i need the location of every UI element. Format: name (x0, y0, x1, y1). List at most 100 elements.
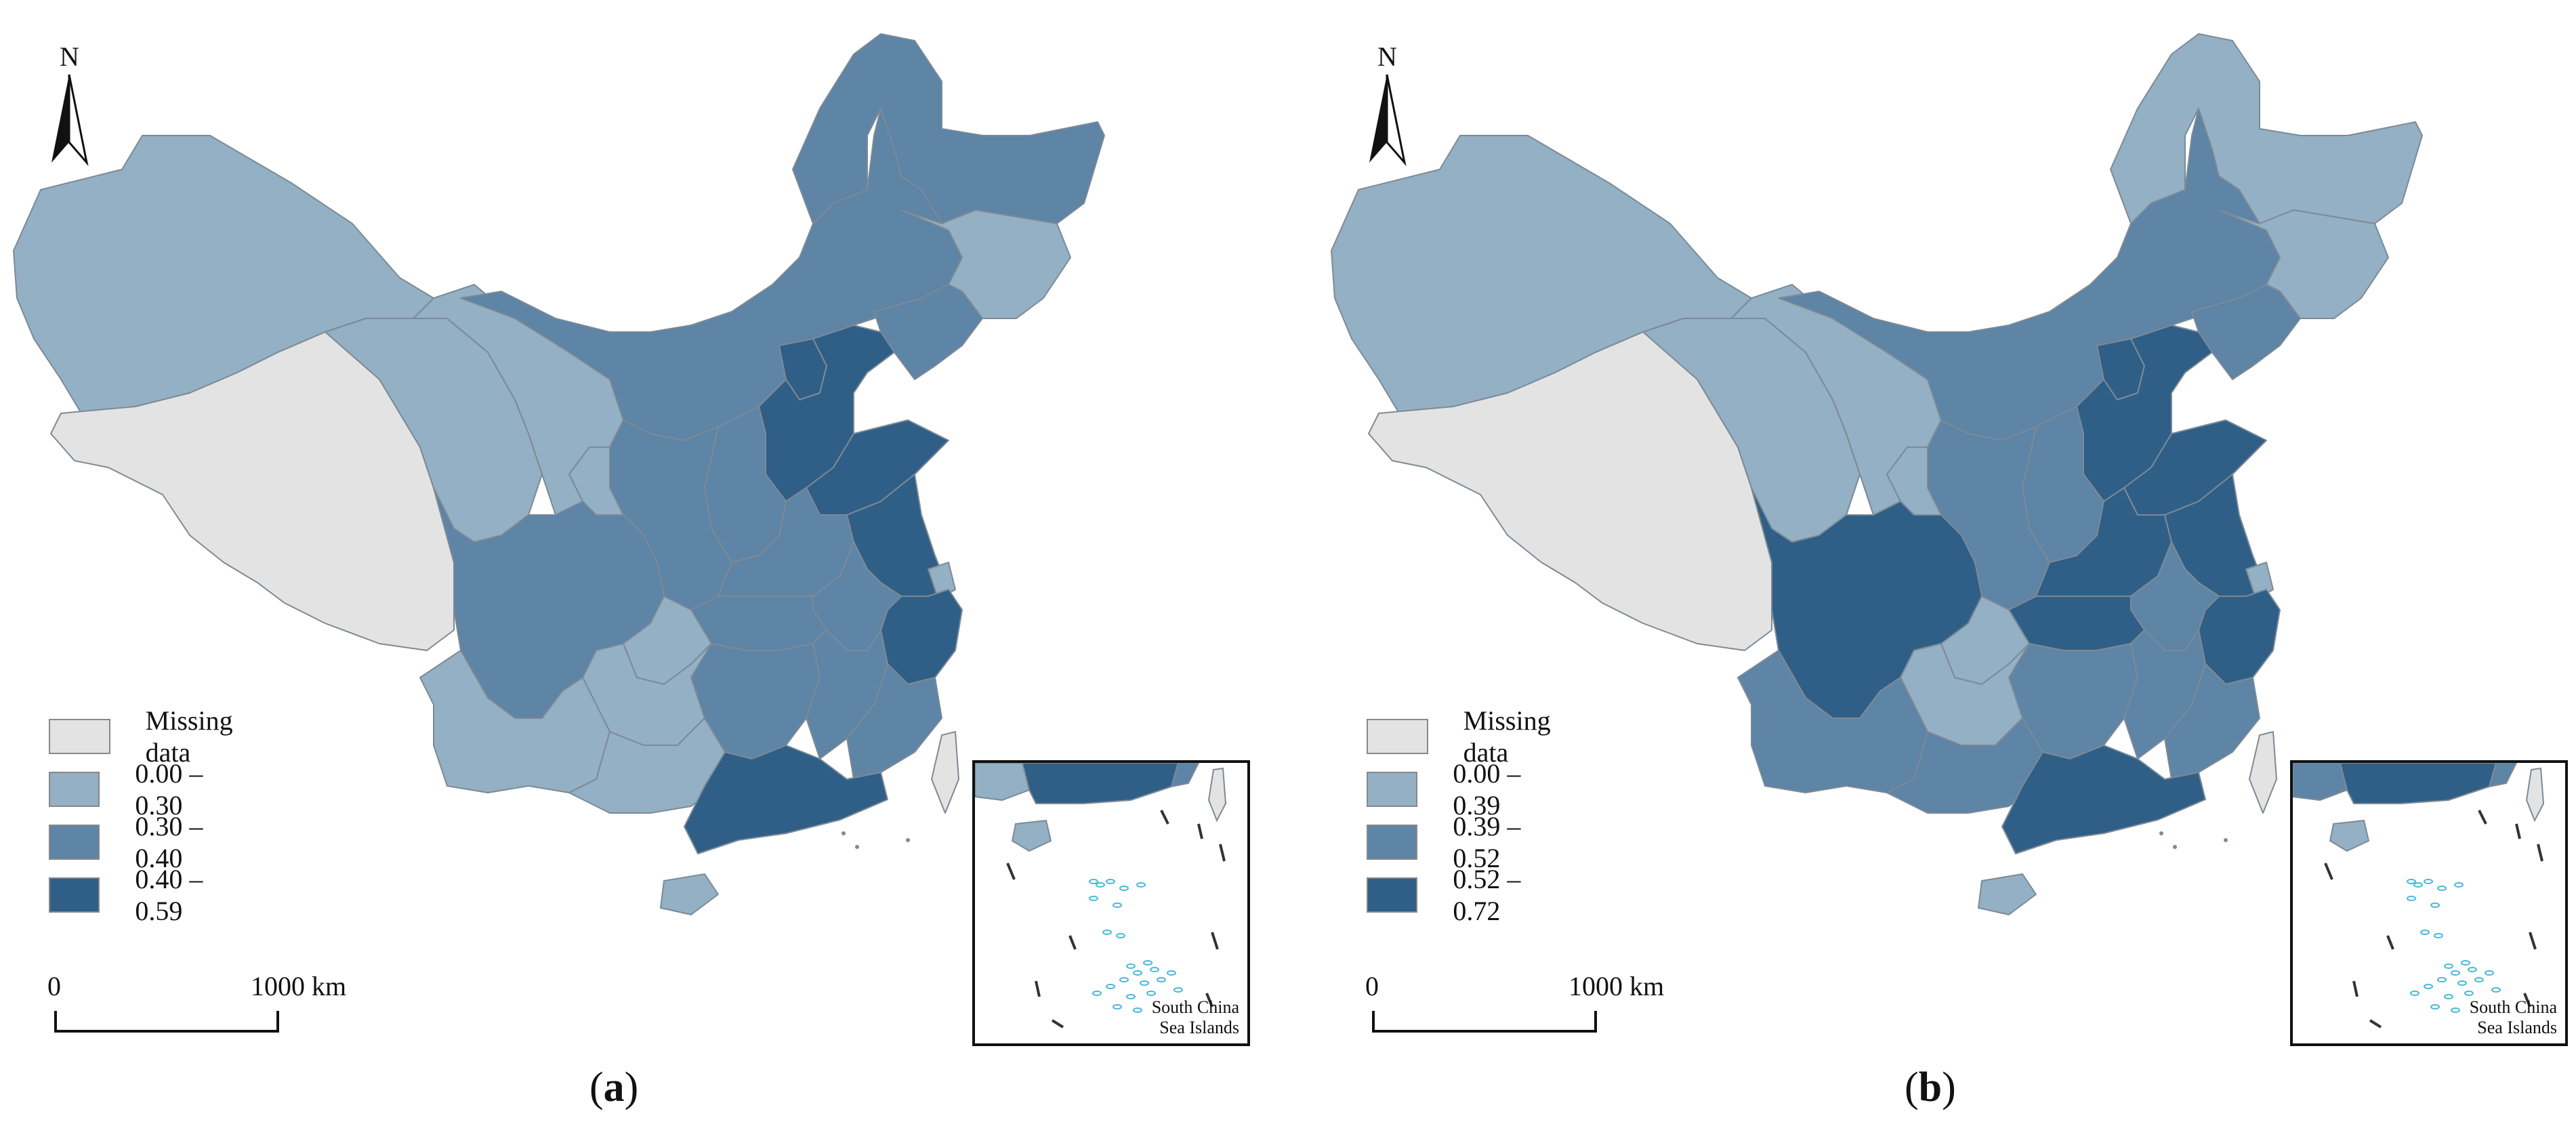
sea-island (2424, 984, 2433, 989)
sea-island (1089, 879, 1098, 884)
province-tibet (1368, 318, 1772, 651)
sea-island (1116, 933, 1125, 938)
sea-island (2468, 967, 2477, 972)
inset-label-line2: Sea Islands (1159, 1018, 1239, 1037)
boundary-dash (1068, 935, 1077, 950)
province-guangdong (2001, 745, 2206, 854)
sea-island (2457, 980, 2467, 986)
inset-region-hainan (2329, 819, 2370, 852)
sea-island (1133, 970, 1142, 976)
sea-island (2474, 977, 2484, 982)
legend-label: Missing data (1463, 705, 1551, 768)
sea-island (2413, 882, 2423, 888)
scale-bar-zero: 0 (47, 971, 61, 1001)
sea-island (1096, 882, 1105, 888)
scale-bar-end: 1000 km (1569, 971, 1665, 1001)
inset-label: South China Sea Islands (2470, 997, 2557, 1038)
legend-item: Missing data (49, 705, 251, 768)
inset-label-line1: South China (1151, 997, 1239, 1017)
boundary-dash (1211, 932, 1219, 950)
boundary-dash (2529, 932, 2537, 950)
panel-caption-a: (a) (589, 1064, 638, 1112)
sea-island (2464, 991, 2474, 996)
province-hubei (2008, 596, 2145, 651)
sea-island (2430, 902, 2440, 908)
sea-island (1167, 970, 1176, 976)
inset-label-line1: South China (2469, 997, 2557, 1017)
sea-island (1150, 967, 1159, 972)
sea-island (1092, 991, 1102, 996)
sea-island (2451, 1007, 2460, 1013)
sea-island (2420, 930, 2430, 935)
province-guangxi (568, 718, 726, 814)
boundary-dash (1006, 863, 1016, 880)
legend-label: 0.52 – 0.72 (1453, 864, 1521, 926)
scale-bar-zero: 0 (1365, 971, 1379, 1001)
sea-island (1133, 1007, 1142, 1013)
sea-island (2444, 994, 2453, 999)
legend-label: 0.30 – 0.40 (135, 811, 203, 873)
sea-island (1136, 882, 1146, 888)
inset-region-fujian (2488, 763, 2518, 788)
inset-region-fujian (1170, 763, 1200, 788)
province-jilin (2218, 209, 2389, 319)
caption-open: ( (1905, 1064, 1919, 1110)
scale-bar-end: 1000 km (251, 971, 347, 1001)
legend-swatch (1367, 877, 1418, 913)
sea-island (1102, 930, 1112, 935)
scale-bar-line (1372, 1011, 1597, 1033)
legend-swatch (1367, 719, 1428, 754)
legend-item: 0.40 – 0.59 (49, 864, 211, 926)
coastal-island (906, 838, 910, 842)
china-map-b (1331, 33, 2423, 915)
sea-island (2430, 1004, 2440, 1010)
province-hainan (1978, 873, 2037, 915)
caption-close: ) (624, 1064, 639, 1110)
boundary-dash (2515, 823, 2521, 839)
sea-island (2461, 960, 2470, 965)
sea-island (1119, 886, 1129, 891)
caption-close: ) (1942, 1064, 1956, 1110)
boundary-dash (1219, 844, 1226, 862)
sea-island (2451, 970, 2460, 976)
sea-island (2407, 879, 2416, 884)
boundary-dash (2369, 1019, 2382, 1028)
legend-item: 0.00 – 0.39 (1367, 758, 1529, 820)
sea-island (2485, 970, 2494, 976)
sea-island (1157, 977, 1166, 982)
boundary-dash (2523, 993, 2531, 1007)
sea-island (1113, 1004, 1122, 1010)
south-china-sea-inset: South China Sea Islands (972, 760, 1250, 1046)
legend-item: 0.30 – 0.40 (49, 811, 211, 873)
panel-caption-b: (b) (1905, 1064, 1956, 1112)
sea-island (2437, 886, 2447, 891)
inset-region-guangxi (975, 763, 1031, 802)
legend-item: 0.39 – 0.52 (1367, 811, 1529, 873)
sea-island (1106, 984, 1115, 989)
sea-island (2424, 879, 2433, 884)
boundary-dash (1205, 993, 1213, 1007)
inset-map (2293, 763, 2545, 1028)
caption-open: ( (589, 1064, 604, 1110)
province-taiwan (931, 731, 959, 814)
sea-island (1089, 896, 1098, 901)
legend-label: 0.40 – 0.59 (135, 864, 203, 926)
legend-item: 0.52 – 0.72 (1367, 864, 1529, 926)
caption-letter: b (1918, 1064, 1943, 1110)
sea-island (2410, 991, 2419, 996)
legend-swatch (49, 772, 100, 807)
legend-swatch (1367, 825, 1418, 860)
north-arrow-icon (51, 74, 89, 167)
province-jilin (900, 209, 1071, 319)
sea-island (1106, 879, 1115, 884)
boundary-dash (2537, 844, 2543, 862)
coastal-island (2173, 845, 2177, 849)
coastal-island (842, 831, 846, 835)
boundary-dash (1051, 1019, 1064, 1028)
province-fujian (846, 663, 942, 780)
sea-island (1143, 960, 1152, 965)
sea-island (2434, 933, 2443, 938)
sea-island (1126, 994, 1136, 999)
inset-region-guangxi (2293, 763, 2348, 802)
sea-island (2454, 882, 2464, 888)
